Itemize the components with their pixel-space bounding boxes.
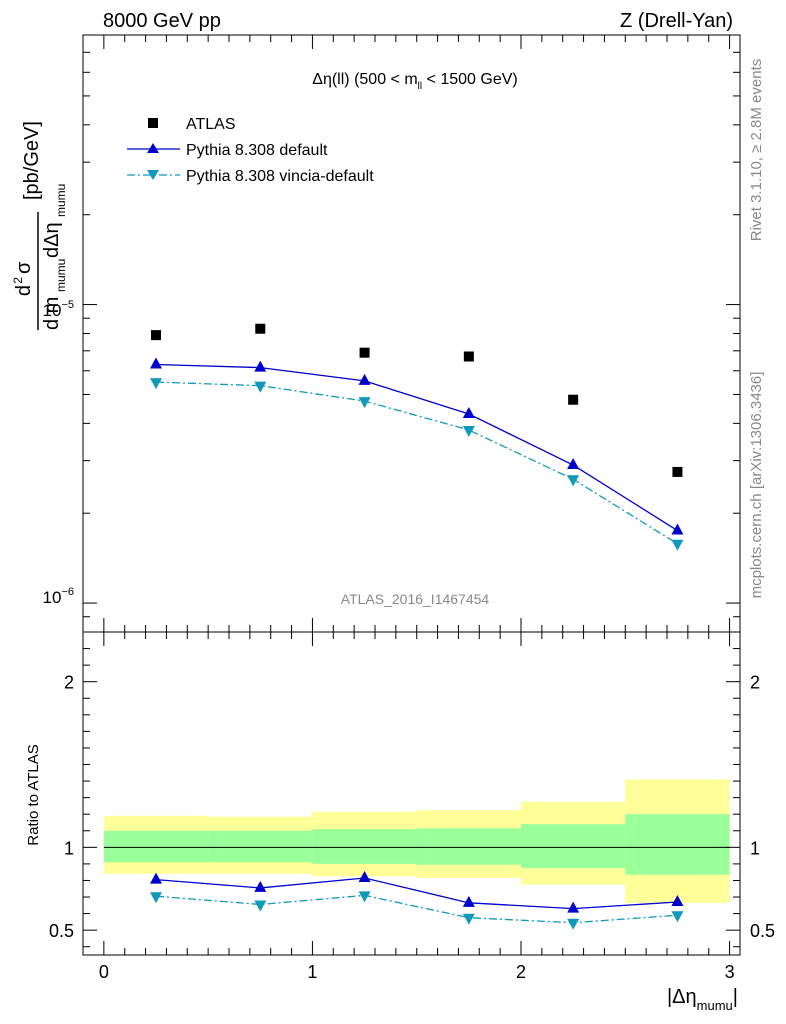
ratio-band-inner	[521, 824, 626, 869]
main-frame	[82, 34, 741, 633]
main-point-1	[254, 360, 267, 372]
ratio-ytick-label-right: 2	[750, 673, 760, 693]
main-point-1	[567, 458, 580, 470]
ratio-ytick-label-right: 0.5	[750, 921, 775, 941]
ratio-point-1	[567, 918, 580, 930]
main-watermark: ATLAS_2016_I1467454	[341, 591, 490, 607]
ratio-ylabel: Ratio to ATLAS	[25, 744, 42, 845]
ratio-point-1	[358, 891, 371, 903]
ratio-series	[150, 870, 684, 930]
ratio-line-0	[155, 877, 678, 910]
ratio-bands	[103, 779, 730, 903]
legend-vincia-marker	[147, 170, 159, 180]
ratio-point-1	[671, 911, 684, 923]
ratio-point-0	[671, 894, 684, 906]
svg-text:[pb/GeV]: [pb/GeV]	[21, 121, 43, 200]
ratio-point-0	[358, 870, 371, 882]
main-point-1	[671, 523, 684, 535]
mcplots-label: mcplots.cern.ch [arXiv:1306.3436]	[748, 372, 765, 599]
header-right: Z (Drell-Yan)	[620, 10, 733, 32]
main-point-atlas	[463, 351, 474, 362]
ratio-point-1	[462, 913, 475, 925]
ratio-panel: 0.5 0.5 1 1 2 2 0 1 2 3 Ratio to ATLAS |Δηmumu|	[25, 631, 775, 1013]
ratio-point-1	[150, 892, 162, 904]
ratio-band-inner	[625, 814, 730, 875]
main-point-2	[567, 475, 580, 487]
main-point-2	[254, 381, 267, 393]
main-point-atlas	[151, 330, 161, 341]
svg-text:mumu: mumu	[54, 184, 68, 217]
legend: ATLAS Pythia 8.308 default Pythia 8.308 …	[127, 116, 374, 185]
main-point-1	[150, 357, 162, 369]
legend-vincia-label: Pythia 8.308 vincia-default	[186, 168, 374, 185]
ratio-band-inner	[103, 830, 209, 863]
legend-default-label: Pythia 8.308 default	[186, 142, 328, 159]
main-series	[150, 323, 684, 551]
svg-text:mumu: mumu	[54, 259, 68, 292]
ratio-xtick-label: 2	[516, 962, 526, 982]
main-point-atlas	[359, 347, 370, 358]
main-axis-ticks	[83, 34, 740, 633]
ratio-xtick-label: 3	[725, 962, 735, 982]
main-point-1	[462, 406, 475, 418]
ratio-frame	[82, 631, 741, 956]
ratio-point-1	[254, 900, 267, 912]
svg-text:σ: σ	[13, 261, 35, 274]
ratio-ytick-label: 0.5	[49, 921, 74, 941]
main-point-1	[358, 373, 371, 385]
ratio-point-0	[150, 872, 162, 884]
ratio-xtick-label: 1	[307, 962, 317, 982]
main-point-2	[150, 378, 162, 390]
svg-text:dΔη: dΔη	[41, 222, 63, 258]
ratio-point-0	[567, 901, 580, 913]
ratio-xtick-label: 0	[99, 962, 109, 982]
svg-text:2: 2	[11, 277, 25, 284]
main-point-atlas	[255, 323, 266, 334]
svg-text:d: d	[13, 285, 35, 296]
svg-text:d m: d m	[41, 297, 63, 330]
ratio-band-inner	[208, 830, 313, 863]
ratio-band-inner	[312, 829, 417, 864]
main-line-2	[155, 381, 678, 545]
legend-atlas-marker	[148, 118, 158, 128]
legend-atlas-label: ATLAS	[186, 116, 236, 133]
ratio-point-0	[462, 895, 475, 907]
main-point-2	[462, 426, 475, 438]
header-left: 8000 GeV pp	[103, 10, 221, 32]
ratio-band-inner	[416, 828, 521, 865]
ytick-1e-6: 10−6	[43, 586, 74, 607]
ratio-ytick-label: 2	[64, 673, 74, 693]
main-point-2	[358, 397, 371, 409]
main-point-2	[671, 539, 684, 551]
main-point-atlas	[568, 394, 579, 405]
rivet-label: Rivet 3.1.10, ≥ 2.8M events	[748, 59, 765, 242]
ratio-xlabel: |Δηmumu|	[667, 986, 738, 1013]
main-panel: Δη(ll) (500 < mll < 1500 GeV) ATLAS_2016…	[11, 34, 741, 633]
main-ylabel: d 2 σ d m mumu dΔη mumu [pb/GeV]	[11, 121, 68, 330]
ratio-ytick-label: 1	[64, 838, 74, 858]
legend-default-marker	[147, 143, 159, 153]
ratio-axis-ticks: 0.5 0.5 1 1 2 2 0 1 2 3	[49, 631, 775, 982]
ratio-ytick-label-right: 1	[750, 838, 760, 858]
main-title: Δη(ll) (500 < mll < 1500 GeV)	[312, 71, 517, 92]
main-point-atlas	[672, 466, 683, 477]
ratio-point-0	[254, 880, 267, 892]
main-line-1	[155, 363, 678, 532]
ratio-line-1	[155, 894, 678, 924]
ytick-1e-5: 10−5	[43, 299, 74, 320]
